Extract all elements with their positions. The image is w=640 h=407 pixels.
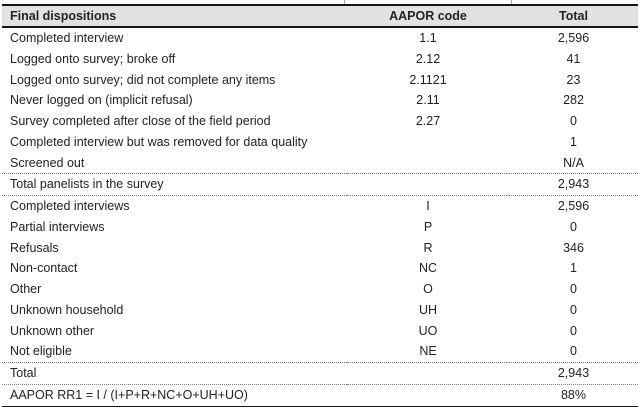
table-row: Screened out N/A — [2, 153, 638, 174]
aapor-code-cell: 2.11 — [416, 93, 440, 108]
table-row: Unknown other UO 0 — [2, 321, 638, 342]
header-final-dispositions: Final dispositions — [2, 5, 347, 28]
disposition-cell: Never logged on (implicit refusal) — [10, 93, 193, 108]
total-cell: 0 — [570, 302, 577, 317]
table-row: Completed interview 1.1 2,596 — [2, 27, 638, 49]
total-cell: 1 — [570, 261, 577, 276]
aapor-code-cell: 1.1 — [419, 31, 437, 45]
table-row: Other O 0 — [2, 279, 638, 300]
disposition-cell: Logged onto survey; did not complete any… — [10, 72, 276, 87]
disposition-cell: AAPOR RR1 = I / (I+P+R+NC+O+UH+UO) — [10, 387, 248, 402]
total-cell: 0 — [570, 219, 577, 234]
total-cell: 2,943 — [509, 362, 638, 385]
aapor-code-cell — [347, 173, 509, 196]
column-divider-tick — [511, 0, 512, 4]
table-row: Completed interview but was removed for … — [2, 132, 638, 153]
header-total: Total — [509, 5, 638, 28]
total-cell: 346 — [563, 240, 584, 255]
disposition-cell: Unknown other — [10, 323, 95, 338]
total-cell: 41 — [566, 51, 581, 66]
total-cell: 23 — [566, 72, 581, 87]
disposition-cell: Unknown household — [10, 302, 124, 317]
disposition-cell: Refusals — [10, 240, 59, 255]
total-cell: 1 — [570, 134, 577, 149]
table-row: Not eligible NE 0 — [2, 341, 638, 362]
aapor-code-cell: NC — [418, 261, 438, 276]
total-cell: 0 — [570, 323, 577, 338]
total-cell: 0 — [570, 114, 577, 128]
disposition-cell: Completed interview but was removed for … — [10, 134, 308, 149]
table-row: Total 2,943 — [2, 362, 638, 385]
aapor-code-cell — [347, 384, 509, 407]
disposition-cell: Completed interview — [10, 31, 124, 45]
aapor-code-cell: 2.1121 — [409, 72, 447, 87]
disposition-cell: Non-contact — [10, 261, 78, 276]
table-row: Never logged on (implicit refusal) 2.11 28… — [2, 90, 638, 111]
header-aapor-code: AAPOR code — [347, 5, 509, 28]
disposition-cell: Other — [10, 282, 42, 296]
total-cell: 2,943 — [509, 173, 638, 196]
table-row: Survey completed after close of the fiel… — [2, 111, 638, 132]
table-row: Non-contact NC 1 — [2, 258, 638, 279]
aapor-code-cell — [347, 132, 509, 153]
table-row: Refusals R 346 — [2, 238, 638, 259]
table-row: Partial interviews P 0 — [2, 217, 638, 238]
aapor-code-cell: 2.27 — [415, 114, 441, 128]
table-row: Completed interviews I 2,596 — [2, 196, 638, 217]
aapor-code-cell: O — [423, 282, 433, 296]
table-header: Final dispositions AAPOR code Total — [2, 5, 638, 28]
table-row: AAPOR RR1 = I / (I+P+R+NC+O+UH+UO) 88% — [2, 384, 638, 407]
aapor-code-cell: NE — [419, 344, 437, 359]
total-cell: 282 — [563, 93, 584, 108]
total-cell: 88% — [560, 387, 587, 402]
table-row: Logged onto survey; did not complete any… — [2, 70, 638, 91]
disposition-cell: Not eligible — [10, 344, 72, 359]
aapor-code-cell: R — [423, 240, 433, 255]
total-cell: 0 — [570, 344, 577, 359]
aapor-code-cell — [347, 362, 509, 385]
table-body: Completed interview 1.1 2,596 Logged onto s… — [2, 27, 638, 407]
table-row: Unknown household UH 0 — [2, 300, 638, 321]
final-dispositions-table: Final dispositions AAPOR code Total Comp… — [2, 4, 638, 407]
aapor-code-cell: UH — [418, 302, 438, 317]
disposition-cell: Partial interviews — [10, 219, 105, 234]
column-divider-tick — [344, 0, 345, 4]
aapor-code-cell: UO — [418, 323, 438, 338]
disposition-cell: Total panelists in the survey — [2, 173, 347, 196]
total-cell: N/A — [563, 155, 584, 170]
aapor-code-cell: I — [426, 199, 430, 213]
aapor-code-cell — [347, 153, 509, 174]
dispositions-table-container: Final dispositions AAPOR code Total Comp… — [2, 4, 638, 407]
table-row: Total panelists in the survey 2,943 — [2, 173, 638, 196]
disposition-cell: Logged onto survey; broke off — [10, 51, 176, 66]
aapor-code-cell: P — [423, 219, 433, 234]
header-row: Final dispositions AAPOR code Total — [2, 5, 638, 28]
disposition-cell: Screened out — [10, 155, 85, 170]
total-cell: 2,596 — [557, 199, 590, 213]
aapor-code-cell: 2.12 — [415, 51, 441, 66]
total-cell: 2,596 — [557, 31, 590, 45]
disposition-cell: Completed interviews — [10, 199, 130, 213]
disposition-cell: Survey completed after close of the fiel… — [10, 114, 271, 128]
total-cell: 0 — [570, 282, 577, 296]
table-row: Logged onto survey; broke off 2.12 41 — [2, 49, 638, 70]
disposition-cell: Total — [2, 362, 347, 385]
